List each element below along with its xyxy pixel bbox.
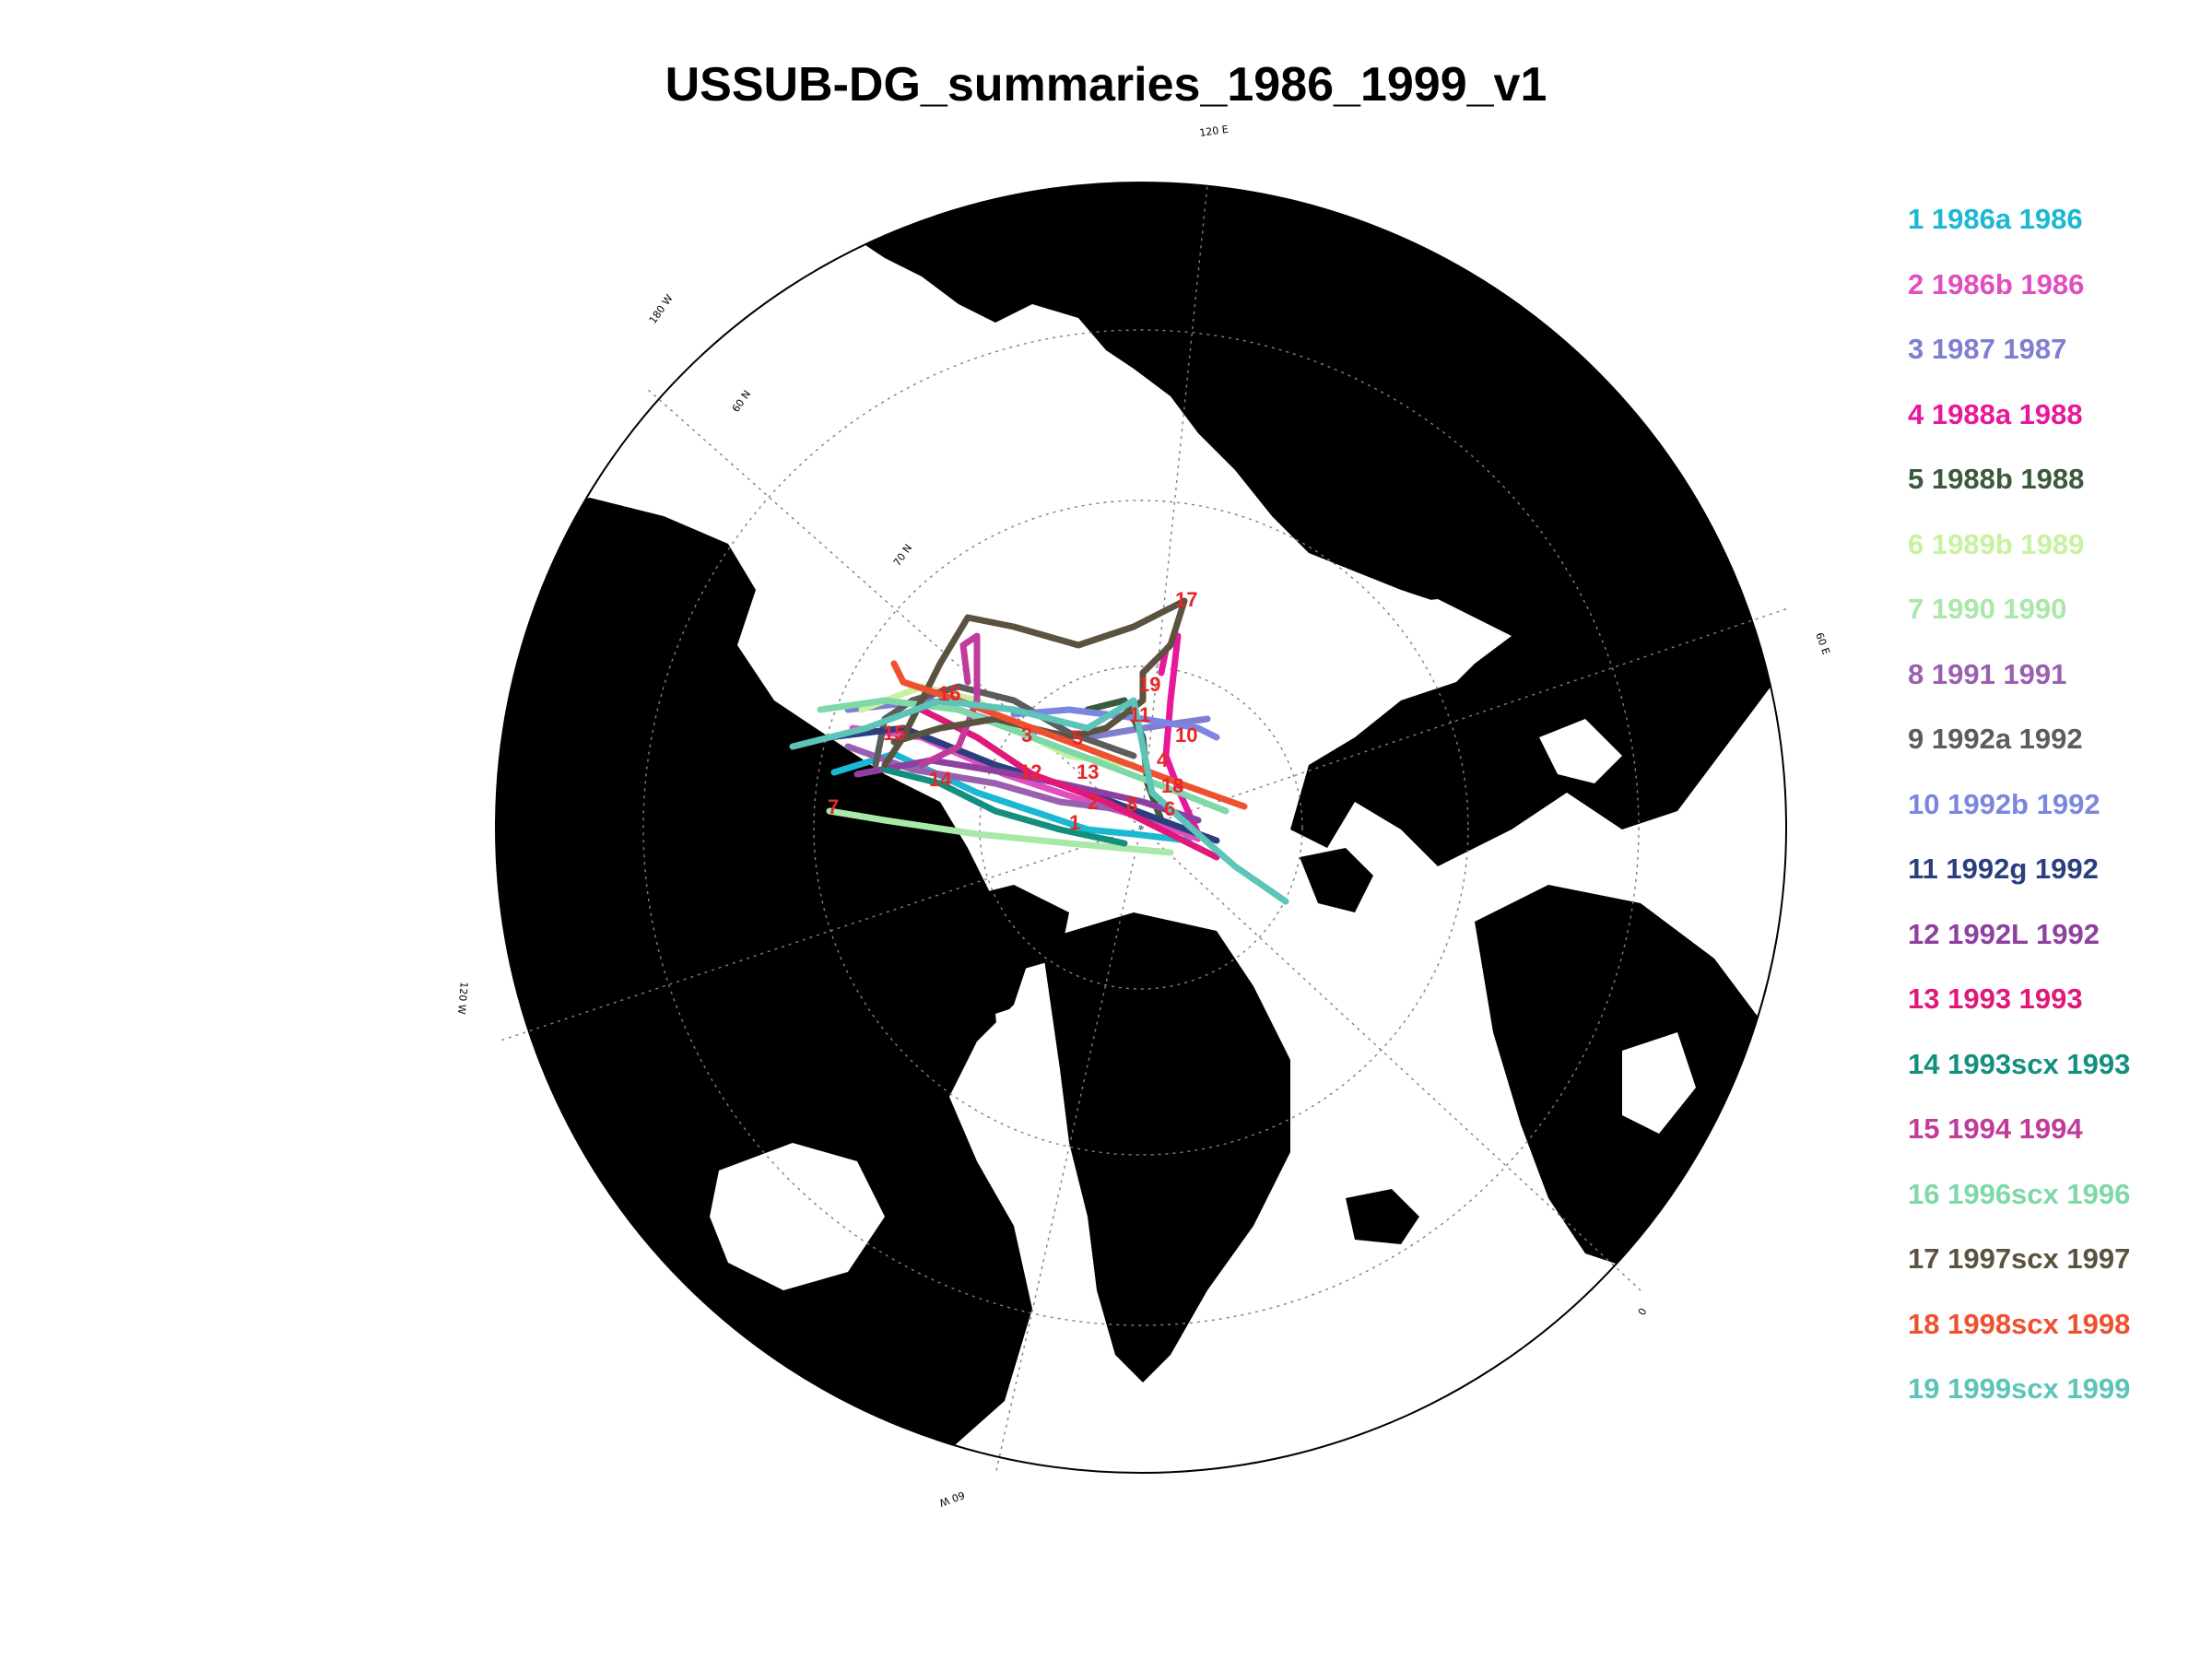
track-label-19: 19 <box>1138 673 1160 696</box>
track-label-12: 12 <box>1019 760 1041 783</box>
track-label-16: 16 <box>938 682 960 705</box>
land-svalbard <box>1300 848 1373 912</box>
sea-inlet-white <box>1539 719 1622 783</box>
track-label-13: 13 <box>1077 760 1099 783</box>
track-line <box>817 697 1230 815</box>
legend-entry: 6 1989b 1989 <box>1908 527 2085 560</box>
sea-baltic <box>1622 1032 1696 1134</box>
track-line <box>918 632 981 769</box>
legend-entry: 3 1987 1987 <box>1908 333 2067 365</box>
legend-entry: 15 1994 1994 <box>1908 1112 2083 1145</box>
track-label-8: 8 <box>1126 793 1137 816</box>
map-boundary <box>495 182 1787 1474</box>
map-title: USSUB-DG_summaries_1986_1999_v1 <box>665 58 1547 112</box>
legend-entry: 5 1988b 1988 <box>1908 463 2085 495</box>
track-label-7: 7 <box>828 795 839 818</box>
track-line <box>890 660 1248 810</box>
meridian-6 <box>497 827 1142 1042</box>
track-label-4: 4 <box>1157 748 1169 771</box>
track-label-17: 17 <box>1175 588 1197 611</box>
legend-entry: 10 1992b 1992 <box>1908 787 2100 820</box>
legend-entry: 2 1986b 1986 <box>1908 267 2085 300</box>
legend: 1 1986a 1986 2 1986b 1986 3 1987 1987 4 198… <box>1908 201 2203 1436</box>
graticule-label: 120 E <box>1199 124 1230 139</box>
track-label-3: 3 <box>1021 724 1032 747</box>
meridian-2 <box>1140 827 1641 1291</box>
track-label-10: 10 <box>1175 724 1197 747</box>
graticule-label: 180 W <box>647 292 676 326</box>
track-label-15: 15 <box>883 722 905 745</box>
land-greenland <box>1041 912 1290 1382</box>
legend-entry: 8 1991 1991 <box>1908 657 2067 690</box>
legend-entry: 4 1988a 1988 <box>1908 397 2083 430</box>
graticule-label: 0 <box>1635 1306 1649 1318</box>
submarine-tracks <box>789 597 1289 905</box>
track-label-5: 5 <box>1072 726 1083 749</box>
track-label-11: 11 <box>1129 703 1150 726</box>
legend-entry: 13 1993 1993 <box>1908 982 2083 1015</box>
legend-entry: 14 1993scx 1993 <box>1908 1047 2131 1080</box>
track-line <box>826 807 1174 856</box>
legend-entry: 1 1986a 1986 <box>1908 203 2083 235</box>
land-iceland <box>1346 1189 1419 1244</box>
graticule-label: 60 W <box>937 1488 966 1509</box>
legend-entry: 16 1996scx 1996 <box>1908 1177 2131 1210</box>
land-ellesmere <box>940 885 1069 977</box>
track-number-labels: 17 19 11 16 10 3 5 4 15 18 14 12 13 2 8 … <box>828 588 1197 834</box>
track-line <box>789 697 1289 905</box>
latitude-ring-60 <box>642 329 1640 1326</box>
legend-entry: 12 1992L 1992 <box>1908 917 2100 950</box>
legend-entry: 7 1990 1990 <box>1908 593 2067 625</box>
latitude-ring-80 <box>979 665 1303 990</box>
land-novaya-zemlya <box>1410 710 1484 811</box>
meridian-3 <box>1140 607 1789 829</box>
track-label-2: 2 <box>1088 791 1099 814</box>
legend-entry: 17 1997scx 1997 <box>1908 1242 2131 1275</box>
track-label-6: 6 <box>1164 797 1175 820</box>
meridian-4 <box>1140 183 1208 829</box>
legend-entry: 9 1992a 1992 <box>1908 723 2083 755</box>
legend-entry: 11 1992g 1992 <box>1908 853 2099 885</box>
legend-entry: 18 1998scx 1998 <box>1908 1307 2131 1340</box>
legend-entry: 19 1999scx 1999 <box>1908 1372 2131 1405</box>
graticule <box>497 183 1789 1476</box>
track-label-1: 1 <box>1069 811 1080 834</box>
track-label-14: 14 <box>929 768 952 791</box>
sea-inlet-kara <box>1355 599 1512 673</box>
graticule-label: 60 E <box>1813 631 1832 656</box>
track-line <box>1010 706 1220 741</box>
land-canadian-archipelago <box>793 857 959 968</box>
latitude-ring-70 <box>813 500 1469 1156</box>
track-line <box>918 706 1220 861</box>
sea-hudson-bay <box>710 1143 885 1290</box>
graticule-label: 120 W <box>455 982 470 1015</box>
track-label-18: 18 <box>1161 774 1183 797</box>
track-line <box>881 766 1128 847</box>
